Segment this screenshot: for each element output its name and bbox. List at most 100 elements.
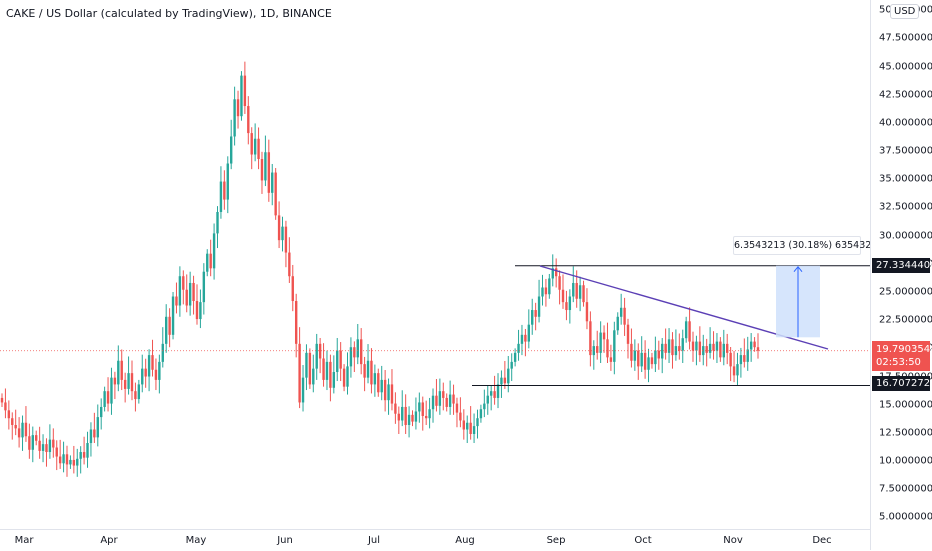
price-tick-label: 10.0000000 <box>879 455 932 467</box>
price-tick-label: 37.5000000 <box>879 145 932 157</box>
currency-badge[interactable]: USD <box>890 4 920 19</box>
candle-down <box>168 316 171 335</box>
time-axis[interactable]: Mar Apr May Jun Jul Aug Sep Oct Nov Dec <box>0 529 870 551</box>
candle-down <box>318 343 322 359</box>
candle-down <box>678 346 681 351</box>
candle-up <box>640 352 643 367</box>
time-tick-label: Aug <box>455 535 475 546</box>
candle-up <box>695 341 698 351</box>
candle-down <box>134 391 137 400</box>
candle-down <box>637 350 640 367</box>
chart-area[interactable]: CAKE / US Dollar (calculated by TradingV… <box>0 0 883 529</box>
candle-down <box>671 339 674 356</box>
price-tick-label: 30.0000000 <box>879 230 932 242</box>
candle-down <box>753 341 756 348</box>
candle-down <box>743 355 746 362</box>
candle-up <box>401 406 404 421</box>
candle-down <box>38 440 41 451</box>
candle-up <box>510 361 513 369</box>
candle-up <box>325 361 329 380</box>
candle-up <box>137 384 141 400</box>
candle-up <box>158 361 161 380</box>
candle-up <box>500 377 503 385</box>
candle-down <box>452 394 455 404</box>
candle-down <box>175 296 178 306</box>
candle-down <box>609 357 613 362</box>
candle-down <box>424 415 428 419</box>
price-tick-label: 45.0000000 <box>879 61 932 73</box>
candle-up <box>96 417 99 438</box>
candle-down <box>35 435 38 441</box>
candle-up <box>373 373 377 385</box>
candle-down <box>596 346 599 353</box>
candle-up <box>336 350 339 373</box>
candle-up <box>489 391 493 396</box>
candle-up <box>264 152 267 181</box>
chart-title: CAKE / US Dollar (calculated by TradingV… <box>6 7 332 20</box>
candle-down <box>691 341 695 351</box>
candle-up <box>206 253 209 272</box>
candle-down <box>182 276 185 290</box>
candle-up <box>749 341 753 350</box>
candle-down <box>719 341 722 358</box>
candle-down <box>585 302 589 322</box>
candle-down <box>113 377 117 385</box>
time-tick-label: Apr <box>100 535 118 546</box>
candle-down <box>623 307 626 325</box>
candle-up <box>466 422 469 430</box>
price-tick-label: 22.5000000 <box>879 314 932 326</box>
candle-down <box>120 360 123 380</box>
candle-up <box>616 316 619 331</box>
candle-down <box>411 414 414 422</box>
candle-up <box>541 287 544 297</box>
candle-up <box>349 347 353 367</box>
candle-down <box>17 428 21 438</box>
candle-down <box>58 456 62 464</box>
candle-down <box>106 391 110 404</box>
candle-down <box>756 347 760 351</box>
time-tick-label: Sep <box>546 535 566 546</box>
candle-down <box>630 343 633 361</box>
candle-down <box>602 332 606 340</box>
candle-down <box>664 343 667 353</box>
candle-down <box>377 373 380 393</box>
candle-down <box>726 343 729 353</box>
candle-up <box>527 324 531 342</box>
candle-up <box>551 268 554 279</box>
candle-down <box>291 276 294 302</box>
candle-up <box>476 418 479 427</box>
candle-up <box>100 406 103 418</box>
candle-up <box>305 352 308 378</box>
resistance-price-label: 27.3344400 <box>872 258 932 273</box>
candle-down <box>698 341 702 356</box>
candle-up <box>281 226 284 241</box>
candle-down <box>223 181 226 200</box>
candle-down <box>359 339 363 365</box>
candle-down <box>582 285 585 303</box>
measure-label: 6.3543213 (30.18%) 63543213 <box>733 236 883 255</box>
price-plot[interactable] <box>0 0 870 529</box>
time-tick-label: Jul <box>367 535 381 546</box>
candle-down <box>339 350 342 369</box>
price-axis[interactable]: 50.000000047.500000045.000000042.5000000… <box>870 0 932 550</box>
candle-up <box>548 278 551 295</box>
candle-up <box>62 454 65 464</box>
candle-down <box>284 226 288 253</box>
candle-up <box>431 395 435 410</box>
candle-down <box>154 369 158 380</box>
candle-down <box>524 334 527 342</box>
candle-up <box>31 435 34 450</box>
candle-up <box>141 368 144 385</box>
candle-up <box>86 443 89 458</box>
candle-down <box>298 343 301 403</box>
candle-down <box>65 454 69 465</box>
candle-down <box>390 384 394 404</box>
candle-up <box>387 384 390 401</box>
candle-down <box>353 347 356 358</box>
candle-down <box>274 172 277 216</box>
candle-up <box>661 343 664 359</box>
candle-down <box>558 276 561 290</box>
candle-down <box>55 447 58 457</box>
candle-up <box>76 458 79 466</box>
candle-down <box>445 397 448 407</box>
